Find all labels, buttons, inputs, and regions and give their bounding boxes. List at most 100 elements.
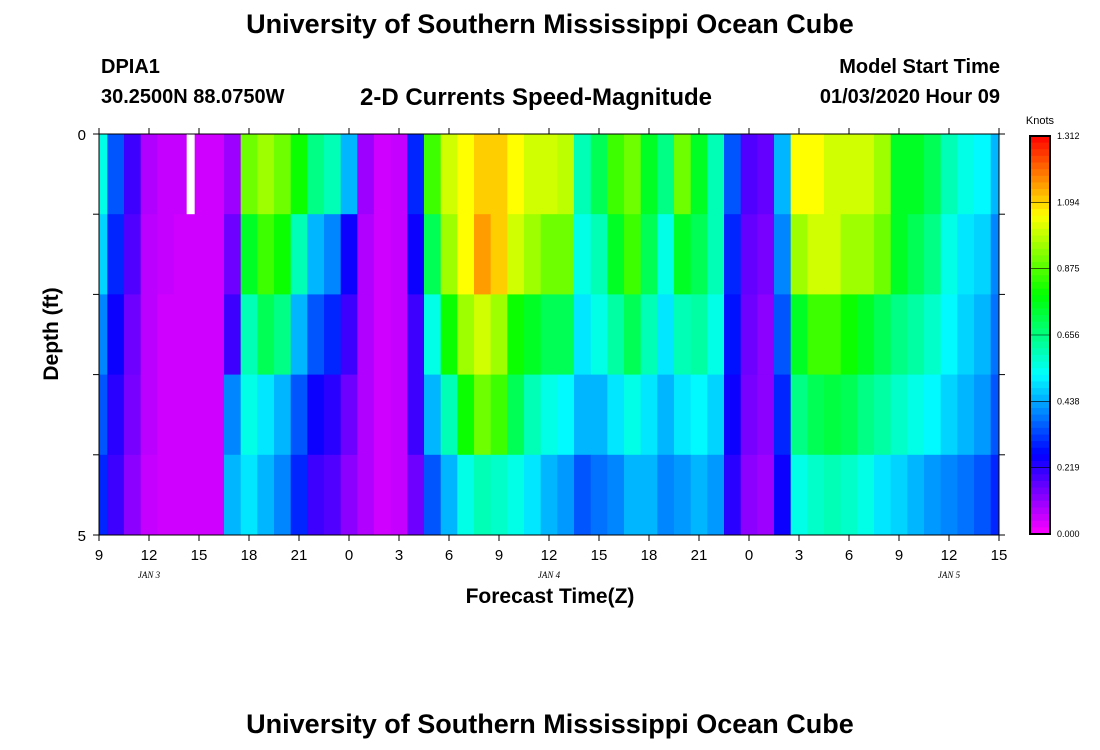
heatmap-cell [974,214,992,295]
colorbar-tick-label: 1.312 [1057,131,1080,141]
heatmap-cell [840,134,858,215]
heatmap-cell [274,454,292,536]
colorbar-segment [1030,454,1050,462]
heatmap-cell [474,134,492,215]
heatmap-cell [707,294,725,375]
heatmap-cell [207,454,225,536]
heatmap-cell [907,374,925,456]
colorbar-segment [1030,381,1050,389]
heatmap-cell [957,374,975,456]
heatmap-cell [974,294,992,375]
colorbar-segment [1030,169,1050,177]
heatmap-cell [990,454,1000,536]
heatmap-cell [424,294,442,375]
colorbar-segment [1030,527,1050,535]
colorbar-segment [1030,308,1050,316]
colorbar-segment [1030,288,1050,296]
heatmap-cell [290,214,308,295]
colorbar-segment [1030,175,1050,183]
x-tick-label: 12 [141,547,158,564]
heatmap-cell [874,134,892,215]
heatmap-cell [107,294,125,375]
heatmap-cell [99,374,108,456]
heatmap-cell [190,214,208,295]
colorbar-segment [1030,182,1050,190]
heatmap-cell [574,134,592,215]
heatmap-cell [990,134,1000,215]
chart-subtitle: 2-D Currents Speed-Magnitude [360,84,713,111]
colorbar-segment [1030,507,1050,515]
heatmap-cell [140,214,158,295]
heatmap-cell [440,374,458,456]
heatmap-cell [224,374,242,456]
heatmap-cell [99,454,108,536]
heatmap-cell [940,214,958,295]
heatmap-cell [624,374,642,456]
heatmap-cell [774,134,792,215]
heatmap-cell [557,214,575,295]
heatmap-cell [524,214,542,295]
heatmap-cell [374,294,392,375]
heatmap-cell [457,454,475,536]
heatmap-cell [940,134,958,215]
station-id: DPIA1 [101,56,160,78]
x-tick-label: 15 [591,547,608,564]
heatmap-cell [490,294,508,375]
heatmap-cell [257,294,275,375]
heatmap-cell [640,294,658,375]
date-label: JAN 5 [938,570,961,580]
heatmap-cell [174,374,192,456]
heatmap-cell [240,214,258,295]
heatmap-cell [640,134,658,215]
heatmap-cell [124,374,142,456]
x-axis-label: Forecast Time(Z) [465,585,635,608]
heatmap-cell [107,454,125,536]
heatmap-cell [957,214,975,295]
heatmap-cell [857,454,875,536]
heatmap-cell [657,374,675,456]
date-label: JAN 3 [138,570,161,580]
heatmap-cell [374,454,392,536]
heatmap-cell [707,214,725,295]
heatmap-cell [490,374,508,456]
colorbar-segment [1030,195,1050,203]
heatmap-cell [540,294,558,375]
heatmap-cell [124,214,142,295]
colorbar-segment [1030,500,1050,508]
colorbar-segment [1030,467,1050,475]
heatmap-cell [540,374,558,456]
missing-data-cell [186,134,195,215]
heatmap-cell [857,294,875,375]
heatmap-cell [957,134,975,215]
heatmap-cell [690,214,708,295]
heatmap-cell [857,134,875,215]
colorbar-segment [1030,275,1050,283]
heatmap-cell [540,134,558,215]
heatmap-cell [890,374,908,456]
heatmap-cell [640,374,658,456]
heatmap-cell [240,134,258,215]
heatmap-cell [874,294,892,375]
colorbar-segment [1030,321,1050,329]
heatmap-cell [524,134,542,215]
heatmap-cell [540,454,558,536]
x-tick-label: 9 [895,547,903,564]
colorbar-segment [1030,354,1050,362]
heatmap-cell [824,214,842,295]
heatmap-cell [190,134,208,215]
heatmap-cell [174,454,192,536]
heatmap-cell [524,454,542,536]
heatmap-cell [607,374,625,456]
heatmap-cell [707,374,725,456]
heatmap-cell [740,454,758,536]
heatmap-cell [690,294,708,375]
heatmap-cell [957,294,975,375]
heatmap-cell [99,294,108,375]
y-tick-label: 0 [78,127,86,144]
heatmap-cell [524,294,542,375]
colorbar-segment [1030,494,1050,502]
heatmap-cell [657,294,675,375]
heatmap-cell [140,294,158,375]
heatmap-cell [740,374,758,456]
heatmap-cell [874,374,892,456]
